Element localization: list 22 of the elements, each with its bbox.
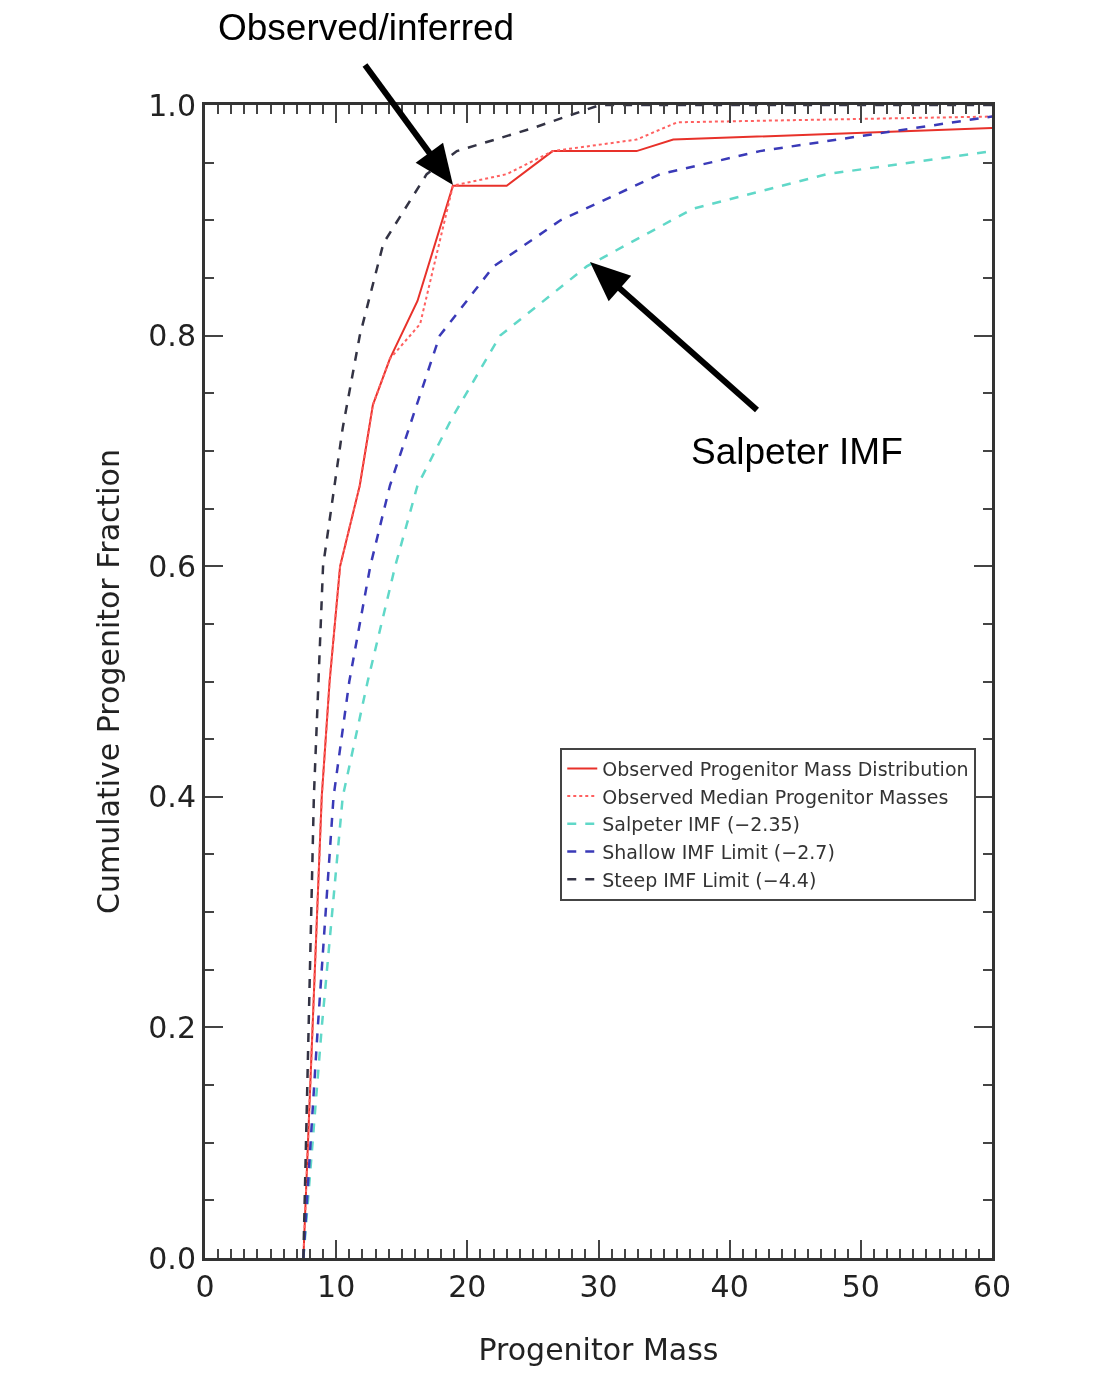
- y-axis-title: Cumulative Progenitor Fraction: [91, 449, 127, 914]
- x-tick-label: 0: [195, 1269, 215, 1304]
- text: Observed/inferred: [218, 7, 515, 48]
- y-tick-label: 0.2: [148, 1009, 196, 1045]
- x-tick-label: 40: [710, 1269, 749, 1304]
- annotation: Salpeter IMF: [691, 431, 903, 472]
- y-tick-label: 0.4: [148, 779, 196, 815]
- legend-label: Observed Median Progenitor Masses: [602, 785, 949, 808]
- legend-label: Shallow IMF Limit (−2.7): [602, 840, 835, 863]
- x-tick-label: 50: [841, 1269, 880, 1304]
- x-tick-label: 30: [579, 1269, 618, 1304]
- legend-label: Observed Progenitor Mass Distribution: [602, 757, 969, 780]
- x-tick-label: 60: [972, 1269, 1012, 1304]
- y-tick-label: 0.8: [148, 318, 196, 354]
- legend-label: Salpeter IMF (−2.35): [602, 813, 801, 836]
- x-tick-label: 20: [448, 1269, 487, 1304]
- legend-label: Steep IMF Limit (−4.4): [602, 868, 817, 891]
- y-tick-label: 0.0: [148, 1240, 196, 1276]
- x-axis-title: Progenitor Mass: [478, 1332, 719, 1367]
- y-tick-label: 0.6: [148, 548, 196, 584]
- y-tick-label: 1.0: [148, 87, 196, 123]
- x-tick-label: 10: [317, 1269, 356, 1304]
